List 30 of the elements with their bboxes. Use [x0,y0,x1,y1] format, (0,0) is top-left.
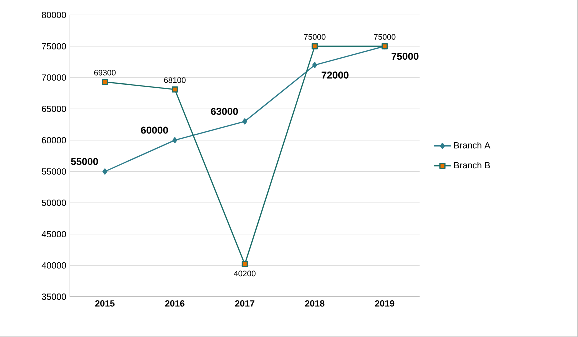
point [102,79,108,86]
point [172,137,178,144]
y-tick-label: 75000 [42,43,66,50]
x-tick-label: 2019 [375,300,395,307]
data-label: 75000 [392,52,419,60]
data-label: 63000 [211,108,238,116]
point [172,86,178,93]
point [312,62,318,68]
y-tick-label: 50000 [42,200,66,206]
y-tick-label: 80000 [42,12,66,18]
legend-label: Branch B [454,162,490,169]
y-tick-label: 40000 [42,262,66,269]
legend-label: Branch A [454,142,491,149]
x-tick-label: 2018 [305,300,325,307]
point [312,43,318,50]
y-tick-label: 55000 [42,168,66,175]
y-tick-label: 35000 [42,294,66,300]
y-tick-label: 70000 [42,74,66,81]
point [102,168,108,175]
data-label: 72000 [322,72,349,79]
x-tick-label: 2016 [165,300,185,307]
x-tick-label: 2015 [95,300,115,307]
point [242,261,248,268]
y-tick-label: 60000 [42,137,66,144]
point [242,118,248,125]
x-tick-label: 2017 [235,300,255,307]
y-tick-label: 45000 [42,231,66,238]
data-label: 55000 [71,158,98,166]
data-label: 60000 [141,126,168,134]
y-tick-label: 65000 [42,106,66,112]
